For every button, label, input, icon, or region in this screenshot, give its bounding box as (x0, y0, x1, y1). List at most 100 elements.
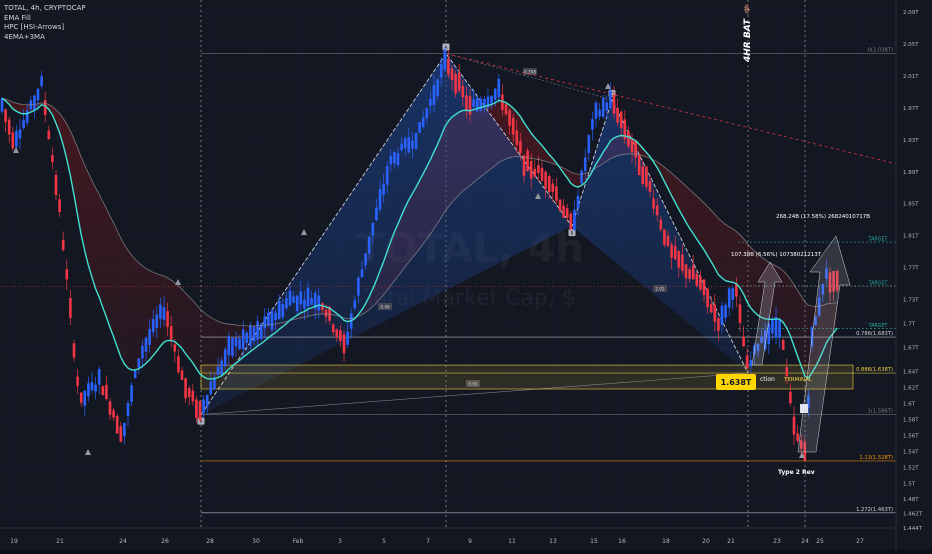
candle-body (267, 312, 270, 326)
candle-body (587, 135, 591, 154)
candle-body (652, 198, 655, 209)
candle-body (497, 78, 501, 98)
chart-legend: TOTAL, 4h, CRYPTOCAP EMA Fill HPC [HSI-A… (4, 4, 85, 42)
candle-body (83, 390, 87, 406)
candle-body (807, 395, 810, 408)
candle-body (216, 366, 220, 375)
candle-body (699, 276, 702, 290)
candle-body (61, 239, 65, 250)
time-tick-label: 24 (801, 538, 809, 545)
candle-body (274, 312, 277, 320)
time-tick-label: 20 (702, 538, 710, 545)
candle-body (562, 205, 565, 218)
candle-body (724, 304, 727, 318)
candle-body (681, 254, 684, 271)
time-tick-label: 21 (56, 538, 64, 545)
candle-body (4, 109, 7, 123)
ratio-tag-bg (523, 68, 537, 75)
candle-body (364, 253, 367, 266)
candle-body (817, 297, 821, 316)
candle-body (198, 401, 202, 421)
candle-body (454, 73, 457, 94)
pivot-marker (442, 43, 450, 51)
candle-body (396, 153, 400, 166)
candle-body (385, 165, 389, 185)
candle-body (641, 166, 645, 184)
projection-arrow-icon (751, 261, 783, 366)
pattern-xab-triangle (201, 53, 572, 415)
candle-body (519, 140, 522, 153)
candle-body (18, 129, 22, 139)
price-tick-label: 1.89T (903, 170, 919, 176)
price-tick-label: 1.67T (903, 345, 919, 351)
candle-body (637, 154, 641, 176)
candle-body (101, 386, 105, 396)
price-tick-label: 1.62T (903, 385, 919, 391)
candle-body (684, 264, 688, 279)
candle-body (432, 84, 436, 106)
candle-body (220, 360, 223, 375)
price-tick-label: 1.54T (903, 449, 919, 455)
candle-body (439, 63, 443, 78)
candle-body (627, 130, 630, 147)
candle-body (295, 295, 299, 312)
candle-body (105, 384, 108, 399)
price-tick-label: 1.85T (903, 202, 919, 208)
hpc-arrow-icon (85, 449, 91, 455)
candle-body (504, 104, 508, 115)
legend-indicator-ema-fill[interactable]: EMA Fill (4, 13, 31, 22)
candle-body (97, 368, 101, 385)
candle-body (87, 383, 90, 397)
candle-body (468, 96, 472, 115)
candle-body (717, 318, 720, 331)
candle-body (378, 189, 382, 210)
candle-body (130, 385, 133, 402)
trendline-resistance (445, 53, 897, 165)
price-tick-label: 1.462T (903, 512, 923, 518)
candle-body (263, 316, 267, 329)
candle-body (609, 90, 612, 108)
candle-body (400, 143, 403, 151)
price-axis[interactable]: 2.09T 2.05T 2.01T 1.97T 1.93T 1.89T 1.85T 1.81T… (895, 0, 932, 550)
fib-label: 0.786(1.683T) (856, 331, 893, 337)
candle-body (785, 367, 789, 377)
price-tick-label: 1.97T (903, 106, 919, 112)
candle-body (493, 88, 497, 100)
candle-body (22, 119, 25, 128)
prz-badge (716, 374, 756, 390)
legend-indicator-4ema[interactable]: 4EMA+3MA (4, 32, 45, 41)
candle-body (634, 140, 637, 158)
legend-symbol[interactable]: TOTAL, 4h, CRYPTOCAP (4, 4, 86, 12)
time-tick-label: 11 (508, 538, 516, 545)
candle-body (72, 343, 76, 358)
hpc-arrow-icon (175, 279, 181, 285)
candle-body (313, 293, 317, 309)
time-axis[interactable]: 19 21 24 26 28 30 Feb 3 5 7 9 11 13 15 16 18 20 21 23 24 25 2… (0, 527, 896, 545)
price-tick-label: 1.73T (903, 298, 919, 304)
candle-body (619, 111, 623, 129)
candle-body (670, 244, 673, 258)
candle-body (335, 329, 339, 338)
price-tick-label: 1.64T (903, 369, 919, 375)
candle-body (69, 298, 72, 318)
pivot-marker (568, 229, 576, 237)
candle-body (522, 155, 526, 176)
candle-body (472, 99, 475, 107)
candle-body (677, 251, 681, 268)
candle-body (339, 330, 342, 342)
price-tick-label: 1.444T (903, 526, 923, 532)
price-tick-label: 1.58T (903, 417, 919, 423)
time-tick-label: 23 (773, 538, 781, 545)
candle-body (655, 205, 659, 216)
price-tick-label: 1.77T (903, 266, 919, 272)
target-label: TARGET (868, 280, 888, 286)
time-tick-label: 27 (856, 538, 864, 545)
hpc-arrow-icon (535, 193, 541, 199)
candle-body (648, 181, 652, 192)
legend-indicator-hpc[interactable]: HPC [HSI-Arrows] (4, 23, 65, 31)
hpc-arrow-icon (301, 229, 307, 235)
time-tick-label: 25 (816, 538, 824, 545)
projection-arrow-icon (797, 235, 851, 453)
